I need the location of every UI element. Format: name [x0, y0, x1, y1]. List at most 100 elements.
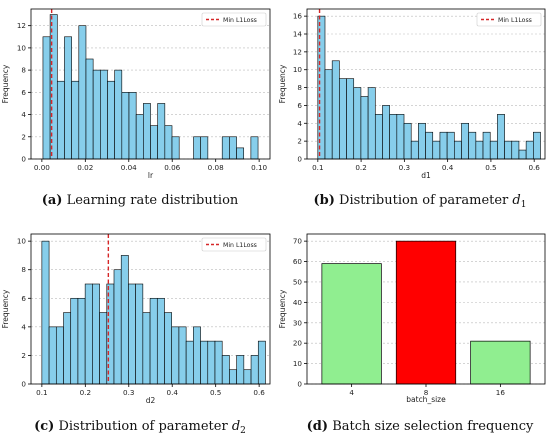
y-axis-label: Frequency [278, 64, 287, 103]
panel-caption: (a) Learning rate distribution [42, 193, 239, 208]
y-tick-label: 70 [293, 237, 303, 246]
y-tick-label: 0 [297, 155, 302, 164]
axes-frame [30, 8, 271, 160]
y-tick-label: 8 [297, 83, 302, 92]
histogram-bar [482, 131, 491, 160]
bar [470, 340, 531, 385]
histogram-bar [504, 140, 513, 160]
histogram-bar [164, 312, 173, 385]
caption-label: (b) [314, 193, 335, 208]
histogram-bar [250, 355, 259, 385]
histogram-bar [511, 140, 520, 160]
x-tick-label: 0.04 [121, 163, 137, 172]
y-tick-label: 16 [293, 12, 303, 21]
caption-math: d [228, 419, 240, 434]
histogram-bar [120, 255, 129, 385]
histogram-bar [107, 80, 115, 160]
panel-caption: (b) Distribution of parameter d1 [314, 193, 527, 210]
histogram-bar [382, 105, 390, 160]
histogram-bar [468, 131, 477, 160]
histogram-bar [185, 340, 194, 385]
histogram-bar [156, 297, 165, 385]
histogram-bar [128, 92, 137, 160]
histogram-bar [178, 326, 187, 385]
histogram-bar [55, 326, 64, 385]
histogram-bar [389, 114, 398, 160]
histogram-bar [56, 80, 65, 160]
histogram-bar [207, 340, 216, 385]
histogram-bar [71, 80, 80, 160]
chart-panel-1: 0 2 4 6 8 10 12 0.00 0.02 0.04 0.06 0.08 0.10 Min L1L… [1, 8, 271, 208]
legend-label: Min L1Loss [223, 242, 257, 249]
histogram-bar [236, 147, 245, 160]
histogram-bar [135, 114, 144, 160]
y-tick-label: 14 [293, 30, 303, 39]
y-tick-label: 2 [21, 132, 26, 141]
y-tick-label: 30 [293, 318, 303, 327]
histogram-bar [221, 355, 230, 385]
x-tick-label: 0.3 [399, 163, 410, 172]
histogram-bar [418, 122, 426, 160]
y-tick-label: 20 [293, 339, 303, 348]
histogram-bar [78, 25, 87, 160]
x-axis-label: d2 [146, 396, 156, 405]
x-tick-label: 0.4 [442, 163, 454, 172]
legend: Min L1Loss [201, 12, 267, 27]
axes-frame [306, 233, 546, 385]
x-tick-label: 0.06 [164, 163, 180, 172]
x-axis-label: lr [148, 171, 154, 180]
panel-caption: (d) Batch size selection frequency [307, 419, 534, 434]
x-tick-label: 0.2 [355, 163, 366, 172]
histogram-bar [113, 269, 122, 385]
y-tick-label: 2 [21, 351, 26, 360]
histogram-bar [324, 69, 333, 160]
histogram-bar [425, 131, 434, 160]
histogram-bar [200, 340, 209, 385]
histogram-bar [221, 136, 230, 160]
y-tick-label: 6 [297, 101, 302, 110]
histogram-bar [92, 69, 101, 160]
histogram-bar [135, 283, 144, 385]
histogram-bar [339, 78, 347, 160]
histogram-bar [250, 136, 259, 160]
legend-box [201, 237, 267, 252]
histogram-bar [70, 297, 79, 385]
legend-label: Min L1Loss [498, 17, 532, 24]
axes-frame [30, 233, 271, 385]
histogram-bar [454, 140, 462, 160]
y-tick-label: 8 [21, 265, 26, 274]
histogram-bar [346, 78, 355, 160]
histogram-bar [143, 103, 151, 160]
histogram-bar [243, 369, 252, 385]
legend-box [201, 12, 267, 27]
histogram-bar [99, 312, 108, 385]
y-tick-label: 6 [21, 294, 26, 303]
histogram-bar [200, 136, 209, 160]
histogram-bar [518, 149, 527, 160]
y-axis-label: Frequency [278, 289, 287, 328]
histogram-bar [229, 136, 237, 160]
y-tick-label: 4 [21, 110, 26, 119]
histogram-bar [41, 240, 50, 385]
histogram-bar [367, 87, 376, 160]
y-tick-label: 10 [293, 359, 303, 368]
bar [321, 263, 382, 385]
histogram-bar [193, 326, 201, 385]
histogram-bar [164, 125, 173, 160]
y-axis-label: Frequency [1, 64, 10, 103]
y-tick-label: 12 [293, 47, 302, 56]
x-tick-label: 0.1 [312, 163, 323, 172]
histogram-bar [403, 122, 412, 160]
histogram-bar [497, 114, 505, 160]
x-tick-label: 0.2 [80, 388, 91, 397]
histogram-bar [142, 312, 151, 385]
histogram-bar [92, 283, 100, 385]
x-tick-label: 16 [496, 388, 506, 397]
histogram-bar [77, 297, 86, 385]
histogram-bar [360, 96, 369, 160]
legend: Min L1Loss [476, 12, 542, 27]
caption-label: (d) [307, 419, 328, 434]
x-tick-label: 0.5 [210, 388, 221, 397]
histogram-bar [171, 136, 180, 160]
